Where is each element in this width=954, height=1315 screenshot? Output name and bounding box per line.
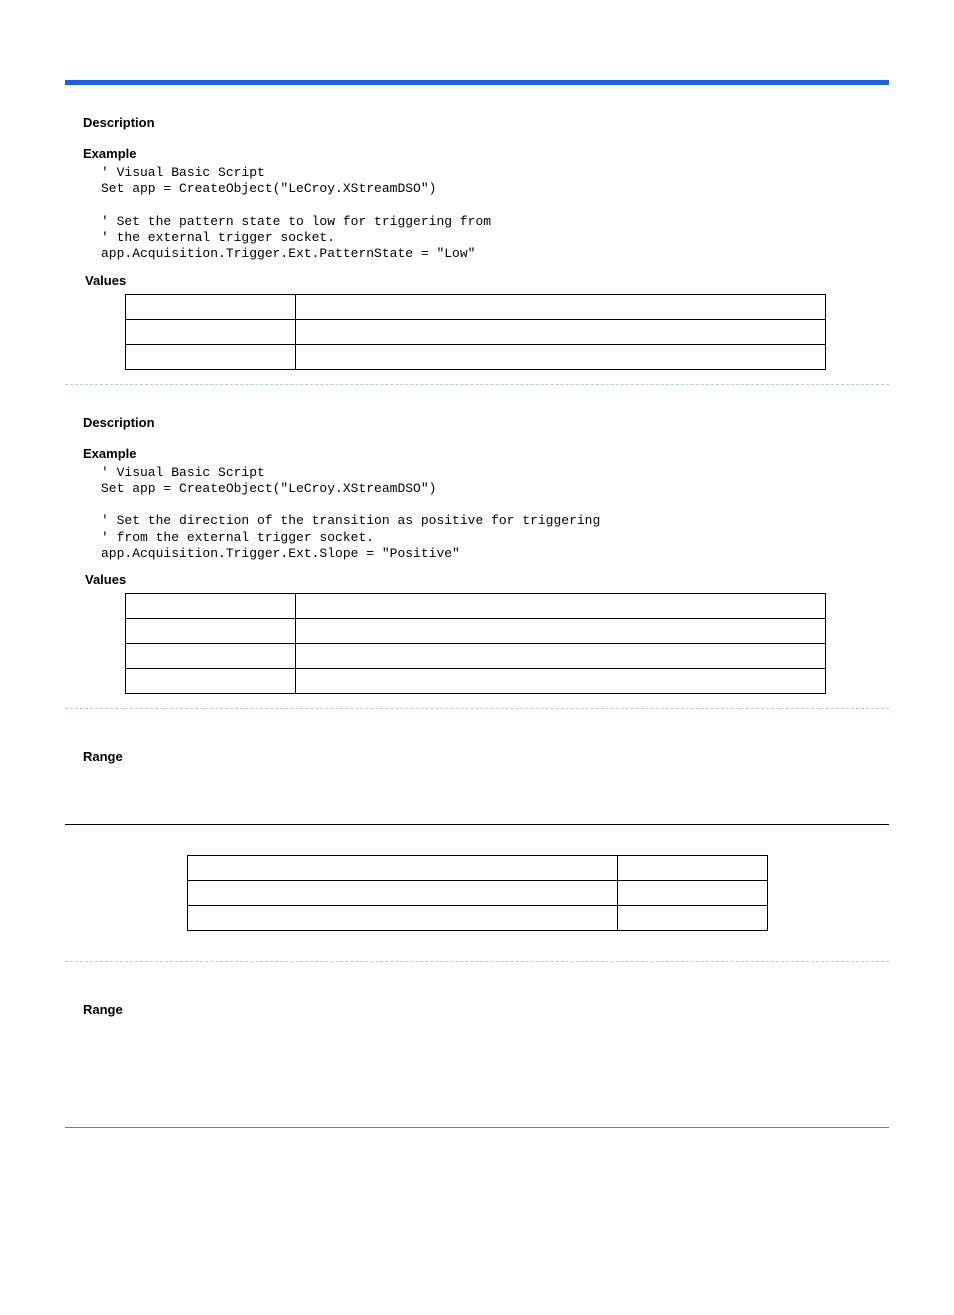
table-cell — [296, 294, 826, 319]
values-heading-1: Values — [85, 273, 889, 288]
code-block-2: ' Visual Basic Script Set app = CreateOb… — [101, 465, 889, 563]
values-table-1 — [125, 294, 826, 370]
table-cell — [126, 294, 296, 319]
separator-dashed-3 — [65, 961, 889, 962]
table-cell — [126, 594, 296, 619]
table-row — [187, 906, 767, 931]
table-cell — [126, 344, 296, 369]
table-cell — [296, 319, 826, 344]
table-cell — [617, 881, 767, 906]
table-row — [126, 644, 826, 669]
example-heading-1: Example — [83, 146, 889, 161]
table-row — [187, 856, 767, 881]
description-heading-2: Description — [83, 415, 889, 430]
document-page: Description Example ' Visual Basic Scrip… — [0, 80, 954, 1315]
table-cell — [296, 644, 826, 669]
table-cell — [296, 619, 826, 644]
mid-table — [187, 855, 768, 931]
values-table-2 — [125, 593, 826, 694]
table-cell — [296, 669, 826, 694]
table-row — [126, 619, 826, 644]
footer-rule — [65, 1127, 889, 1128]
table-row — [126, 344, 826, 369]
table-row — [126, 294, 826, 319]
table-cell — [126, 644, 296, 669]
values-heading-2: Values — [85, 572, 889, 587]
table-cell — [126, 669, 296, 694]
table-cell — [187, 906, 617, 931]
example-heading-2: Example — [83, 446, 889, 461]
table-cell — [296, 344, 826, 369]
header-rule — [65, 80, 889, 85]
page-content: Description Example ' Visual Basic Scrip… — [0, 115, 954, 1087]
table-cell — [126, 319, 296, 344]
table-cell — [187, 881, 617, 906]
separator-dashed-1 — [65, 384, 889, 385]
solid-rule-1 — [65, 824, 889, 825]
table-row — [126, 669, 826, 694]
table-cell — [187, 856, 617, 881]
description-heading-1: Description — [83, 115, 889, 130]
range-heading-2: Range — [83, 1002, 889, 1017]
table-cell — [296, 594, 826, 619]
table-row — [126, 319, 826, 344]
table-row — [126, 594, 826, 619]
table-row — [187, 881, 767, 906]
code-block-1: ' Visual Basic Script Set app = CreateOb… — [101, 165, 889, 263]
table-cell — [126, 619, 296, 644]
range-heading-1: Range — [83, 749, 889, 764]
table-cell — [617, 906, 767, 931]
table-cell — [617, 856, 767, 881]
separator-dashed-2 — [65, 708, 889, 709]
